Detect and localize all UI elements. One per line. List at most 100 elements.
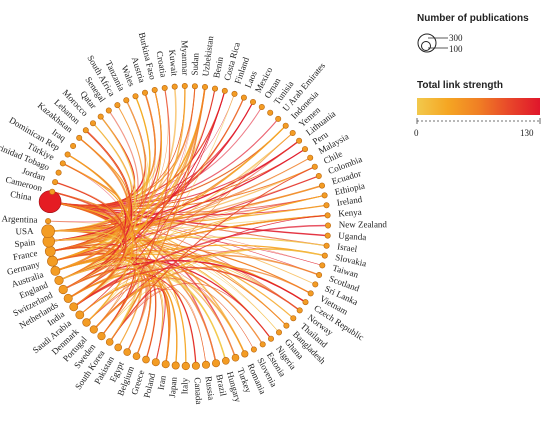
node-dominican-rep[interactable]: [64, 151, 71, 158]
node-chile[interactable]: [311, 163, 318, 170]
label-brazil: Brazil: [214, 373, 228, 397]
node-thailand[interactable]: [290, 315, 297, 322]
link-line: [62, 140, 300, 290]
node-oman[interactable]: [258, 104, 265, 111]
node-taiwan[interactable]: [319, 262, 326, 269]
label-china: China: [10, 189, 33, 203]
node-kenya[interactable]: [324, 212, 331, 219]
label-benin: Benin: [211, 55, 225, 79]
node-scotland[interactable]: [316, 271, 323, 278]
node-mexico[interactable]: [250, 99, 257, 106]
node-hungary[interactable]: [222, 356, 230, 365]
node-portugal[interactable]: [89, 325, 98, 334]
node-ecuador[interactable]: [318, 182, 325, 189]
node-tunisia[interactable]: [267, 109, 274, 116]
node-vietnam[interactable]: [307, 290, 314, 297]
node-estonia[interactable]: [259, 341, 266, 348]
node-peru[interactable]: [301, 146, 308, 153]
node-greece[interactable]: [142, 355, 150, 364]
node-france[interactable]: [44, 245, 56, 257]
node-saudi-arabia[interactable]: [75, 310, 85, 320]
node-slovenia[interactable]: [250, 346, 257, 353]
node-israel[interactable]: [323, 242, 330, 249]
node-argentina[interactable]: [45, 218, 52, 225]
node-u-arab-emirates[interactable]: [275, 115, 282, 122]
size-legend-title: Number of publications: [417, 13, 529, 24]
node-germany[interactable]: [47, 255, 58, 267]
node-india[interactable]: [69, 302, 79, 312]
node-burkina-faso[interactable]: [151, 87, 158, 94]
node-colombia[interactable]: [315, 173, 322, 180]
node-myanmar[interactable]: [181, 83, 188, 90]
node-sudan[interactable]: [191, 83, 198, 90]
link-line: [73, 224, 329, 308]
node-kuwait[interactable]: [171, 83, 178, 90]
link-line: [67, 153, 134, 324]
node-canada[interactable]: [191, 361, 200, 370]
node-austria[interactable]: [142, 89, 149, 96]
node-croatia[interactable]: [161, 85, 168, 92]
node-south-africa[interactable]: [114, 102, 121, 109]
node-finland[interactable]: [231, 90, 238, 97]
node-italy[interactable]: [181, 361, 190, 371]
link-line: [48, 230, 123, 290]
node-pakistan[interactable]: [114, 343, 122, 352]
node-ethiopia[interactable]: [321, 192, 328, 199]
node-t-rkiye[interactable]: [59, 160, 66, 167]
node-lebanon[interactable]: [82, 127, 89, 134]
node-usa[interactable]: [41, 224, 55, 238]
node-russia[interactable]: [202, 360, 211, 369]
node-iran[interactable]: [161, 360, 170, 369]
node-morocco[interactable]: [90, 120, 97, 127]
node-sri-lanka[interactable]: [312, 281, 319, 288]
node-cameroon[interactable]: [49, 188, 56, 195]
node-lithuania[interactable]: [296, 137, 303, 144]
node-yemen[interactable]: [289, 130, 296, 137]
node-indonesia[interactable]: [282, 122, 289, 129]
node-uzbekistan[interactable]: [202, 84, 209, 91]
node-bangladesh[interactable]: [283, 322, 290, 329]
node-laos[interactable]: [240, 94, 247, 101]
node-costa-rica[interactable]: [221, 87, 228, 94]
node-belgium[interactable]: [132, 352, 141, 361]
node-nigeria[interactable]: [267, 335, 274, 342]
node-denmark[interactable]: [82, 318, 91, 327]
node-kazakhstan[interactable]: [76, 134, 83, 141]
node-turkey[interactable]: [231, 353, 240, 362]
node-tanzania[interactable]: [123, 97, 130, 104]
node-romania[interactable]: [241, 350, 249, 358]
color-legend-max: 130: [520, 128, 534, 138]
node-south-korea[interactable]: [105, 338, 114, 346]
node-switzerland[interactable]: [58, 284, 68, 295]
link-line: [68, 130, 134, 299]
link-line: [79, 86, 196, 316]
node-slovakia[interactable]: [321, 252, 328, 259]
node-egypt[interactable]: [123, 348, 131, 356]
node-poland[interactable]: [151, 358, 160, 367]
node-jordan[interactable]: [52, 179, 59, 186]
node-australia[interactable]: [50, 265, 61, 276]
node-new-zealand[interactable]: [324, 222, 331, 229]
node-iraq[interactable]: [70, 143, 77, 150]
node-england[interactable]: [54, 275, 64, 286]
node-wales[interactable]: [132, 93, 139, 100]
node-ghana[interactable]: [275, 329, 282, 336]
link-line: [101, 132, 293, 337]
label-myanmar: Myanmar: [180, 40, 191, 75]
node-ireland[interactable]: [323, 202, 330, 209]
node-trinidad-tobago[interactable]: [55, 169, 62, 176]
node-china[interactable]: [38, 190, 62, 213]
node-brazil[interactable]: [212, 359, 221, 368]
node-netherlands[interactable]: [63, 293, 73, 303]
node-sweden[interactable]: [97, 332, 106, 341]
node-norway[interactable]: [296, 307, 303, 314]
link-line: [48, 237, 311, 294]
node-senegal[interactable]: [105, 107, 112, 114]
node-malaysia[interactable]: [307, 154, 314, 161]
node-qatar[interactable]: [97, 113, 104, 120]
node-uganda[interactable]: [324, 232, 331, 239]
node-czech-republic[interactable]: [302, 299, 309, 306]
node-japan[interactable]: [171, 361, 180, 370]
node-benin[interactable]: [212, 85, 219, 92]
